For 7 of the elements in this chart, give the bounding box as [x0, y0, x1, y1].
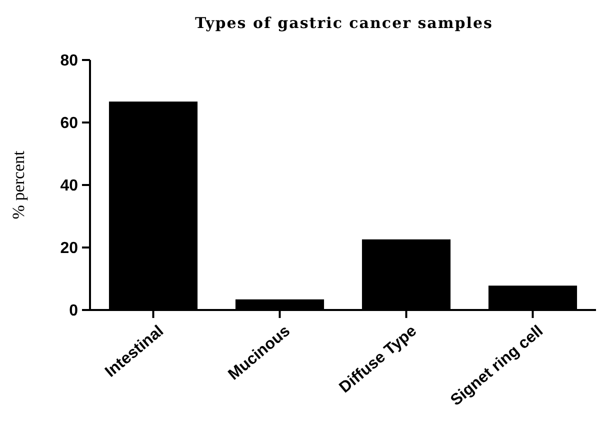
y-axis-title: % percent — [9, 150, 28, 220]
y-tick-label: 40 — [60, 178, 78, 195]
chart-title: Types of gastric cancer samples — [195, 14, 493, 32]
y-tick-label: 60 — [60, 115, 78, 132]
y-tick-label: 80 — [60, 52, 78, 70]
y-tick-label: 0 — [69, 302, 78, 320]
y-tick-label: 20 — [60, 240, 78, 258]
